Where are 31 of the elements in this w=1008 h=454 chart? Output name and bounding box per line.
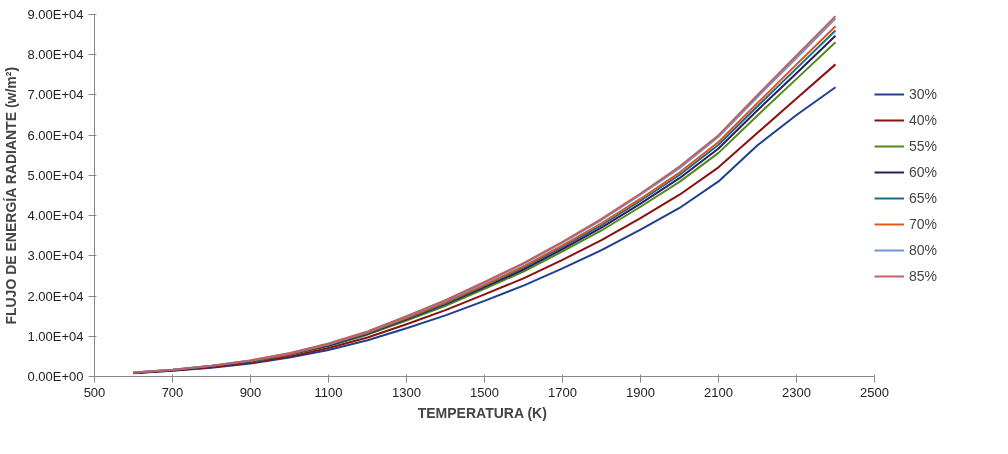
legend-label: 80% <box>909 242 938 258</box>
x-tick-label: 500 <box>83 384 106 400</box>
y-tick-label: 0.00E+00 <box>27 369 84 384</box>
legend-label: 85% <box>909 268 938 284</box>
legend-label: 55% <box>909 138 938 154</box>
x-tick-label: 700 <box>161 384 184 400</box>
x-tick-label: 1700 <box>548 384 577 400</box>
legend-label: 60% <box>909 164 938 180</box>
legend-label: 65% <box>909 190 938 206</box>
x-tick-label: 2100 <box>704 384 733 400</box>
x-tick-label: 1100 <box>314 384 343 400</box>
y-tick-label: 6.00E+04 <box>27 127 84 143</box>
y-tick-label: 5.00E+04 <box>27 167 84 183</box>
legend-label: 40% <box>909 112 938 128</box>
y-tick-label: 7.00E+04 <box>27 87 84 103</box>
y-tick-label: 1.00E+04 <box>27 328 84 344</box>
y-tick-label: 2.00E+04 <box>27 288 84 304</box>
y-axis-title: FLUJO DE ENERGÍA RADIANTE (w/m²) <box>3 66 20 325</box>
y-tick-label: 8.00E+04 <box>27 47 84 63</box>
x-axis-title: TEMPERATURA (K) <box>417 404 547 421</box>
x-tick-label: 1500 <box>470 384 499 400</box>
y-tick-label: 4.00E+04 <box>27 208 84 224</box>
x-tick-label: 1900 <box>626 384 655 400</box>
x-tick-label: 900 <box>239 384 262 400</box>
legend-label: 30% <box>909 86 938 102</box>
x-tick-label: 1300 <box>392 384 421 400</box>
legend-label: 70% <box>909 216 938 232</box>
x-tick-label: 2500 <box>860 384 889 400</box>
y-tick-label: 9.00E+04 <box>27 7 84 22</box>
y-tick-label: 3.00E+04 <box>27 248 84 264</box>
x-tick-label: 2300 <box>782 384 811 400</box>
